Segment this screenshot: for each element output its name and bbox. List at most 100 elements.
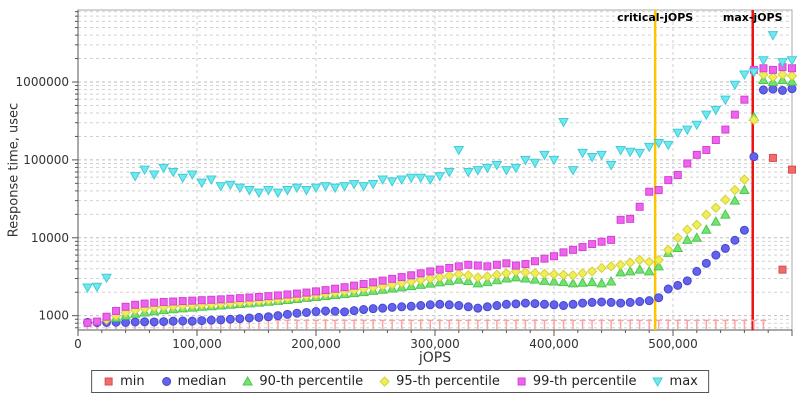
data-point — [196, 178, 208, 189]
data-point — [434, 271, 445, 283]
data-point — [624, 265, 636, 276]
data-point — [730, 110, 739, 119]
data-point — [368, 304, 378, 314]
data-point — [282, 186, 293, 196]
data-point — [558, 117, 569, 128]
data-point — [729, 184, 741, 196]
data-point — [596, 262, 607, 274]
data-point — [520, 267, 531, 278]
data-point — [710, 105, 722, 116]
data-point — [539, 299, 549, 309]
data-point — [616, 298, 626, 308]
data-point — [652, 377, 664, 388]
data-point — [664, 176, 673, 185]
data-point — [550, 252, 558, 261]
data-point — [567, 277, 579, 288]
x-tick-label: 500,000 — [648, 337, 698, 351]
data-point — [254, 292, 263, 301]
legend-item-median: median — [160, 374, 226, 389]
data-point — [244, 186, 255, 196]
data-point — [454, 262, 463, 271]
data-point — [104, 377, 113, 386]
data-point — [216, 295, 225, 304]
data-point — [443, 167, 455, 178]
data-point — [748, 114, 760, 126]
threshold-label-critical-jOPS: critical-jOPS — [617, 11, 693, 24]
data-point — [520, 155, 531, 166]
data-point — [501, 268, 512, 279]
x-tick-label: 400,000 — [529, 337, 579, 351]
data-point — [302, 288, 311, 297]
y-tick-label: 1000000 — [16, 75, 69, 89]
data-point — [586, 276, 598, 287]
data-point — [207, 295, 216, 304]
data-point — [425, 300, 435, 310]
data-point — [529, 274, 541, 284]
data-point — [330, 306, 340, 316]
data-point — [472, 277, 484, 288]
x-tick-label: 300,000 — [410, 337, 460, 351]
data-point — [159, 297, 168, 306]
data-point — [559, 301, 569, 311]
threshold-label-max-jOPS: max-jOPS — [723, 11, 783, 24]
data-point — [578, 243, 587, 252]
data-point — [539, 268, 550, 279]
legend-label: 99-th percentile — [532, 374, 637, 389]
data-point — [768, 84, 778, 94]
data-point — [234, 183, 246, 194]
data-point — [520, 273, 531, 283]
data-point — [739, 70, 750, 80]
data-point — [777, 85, 787, 95]
data-point — [510, 163, 522, 174]
data-point — [596, 150, 607, 161]
data-point — [778, 265, 787, 274]
data-point — [224, 180, 236, 191]
data-point — [283, 290, 292, 299]
data-point — [388, 274, 397, 283]
data-point — [568, 299, 578, 309]
data-point — [673, 280, 683, 290]
data-point — [624, 147, 636, 158]
data-point — [672, 242, 684, 252]
data-point — [463, 270, 474, 281]
series-p90 — [110, 74, 798, 322]
data-point — [102, 312, 111, 321]
legend-item-p95: 95-th percentile — [378, 374, 500, 389]
data-point — [577, 148, 588, 159]
data-point — [464, 260, 473, 269]
data-point — [148, 170, 160, 180]
data-point — [653, 260, 665, 271]
data-point — [578, 298, 588, 308]
data-point — [377, 175, 388, 186]
data-point — [606, 297, 616, 307]
p99-marker-icon — [517, 377, 526, 386]
data-point — [273, 291, 282, 300]
data-point — [729, 195, 741, 205]
data-point — [539, 150, 550, 161]
data-point — [339, 182, 350, 192]
data-point — [369, 278, 378, 287]
p90-marker-icon — [242, 375, 254, 386]
data-point — [567, 270, 579, 281]
data-point — [359, 280, 368, 289]
data-point — [167, 167, 179, 178]
data-point — [739, 225, 749, 235]
data-point — [786, 76, 798, 86]
data-point — [378, 276, 387, 285]
data-point — [643, 142, 655, 153]
data-point — [605, 275, 617, 286]
data-point — [272, 188, 284, 199]
data-point — [786, 56, 798, 66]
data-point — [607, 235, 616, 244]
data-point — [435, 299, 445, 309]
p95-marker-icon — [379, 376, 390, 387]
data-point — [654, 293, 664, 303]
data-point — [415, 274, 426, 286]
data-point — [749, 152, 759, 162]
data-point — [310, 183, 322, 194]
data-point — [548, 269, 560, 280]
data-point — [710, 202, 722, 213]
data-point — [483, 262, 492, 271]
data-point — [282, 309, 292, 319]
